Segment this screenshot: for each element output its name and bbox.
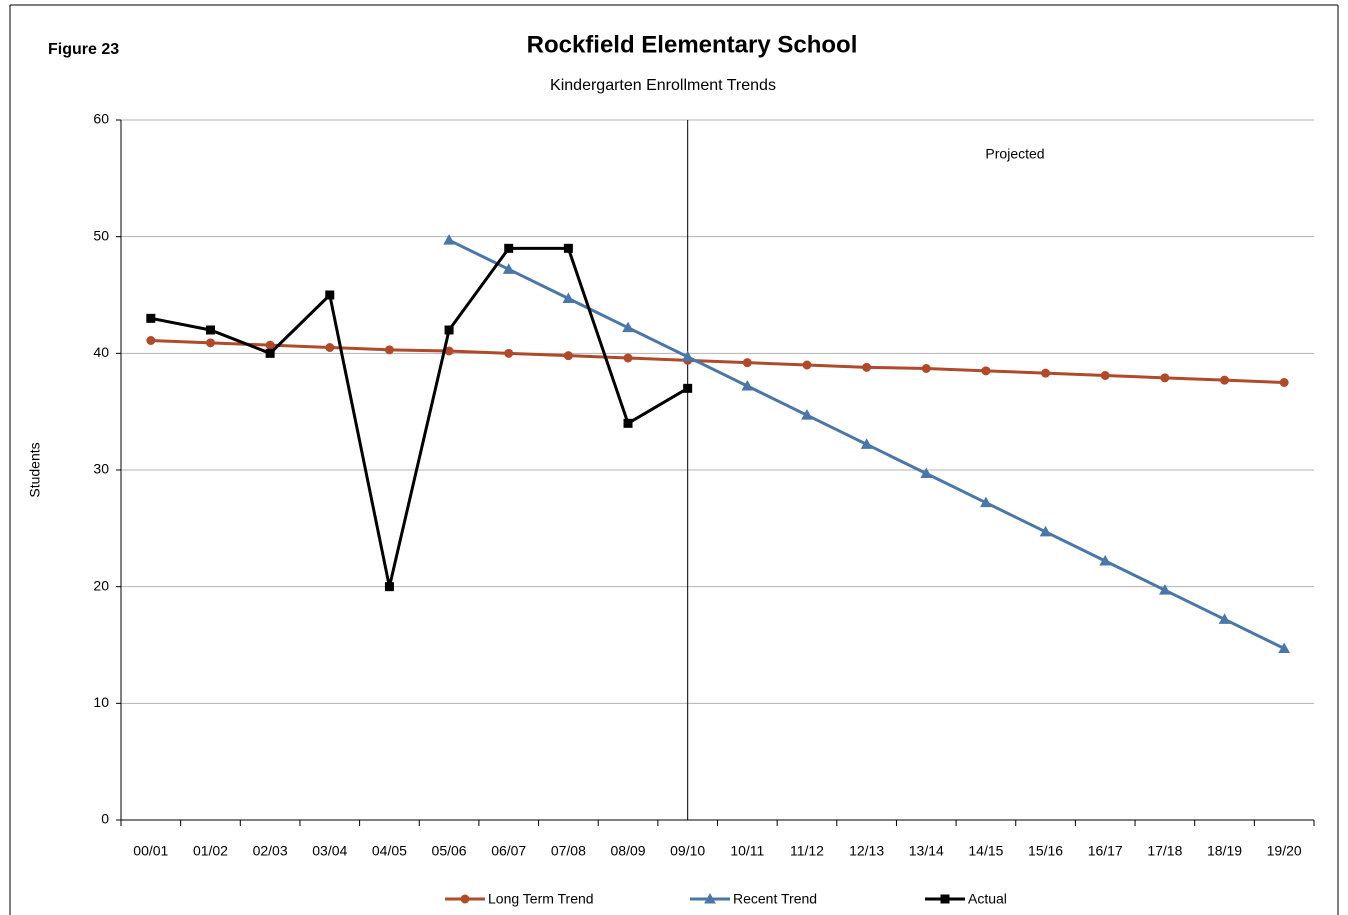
data-point	[205, 325, 215, 335]
x-tick-label: 07/08	[551, 843, 586, 859]
chart-subtitle: Kindergarten Enrollment Trends	[550, 77, 776, 94]
data-point	[980, 496, 992, 508]
data-point	[1159, 584, 1171, 595]
data-point	[981, 366, 991, 376]
legend-marker	[940, 894, 950, 904]
x-tick-label: 02/03	[253, 843, 288, 859]
data-point	[502, 263, 515, 274]
data-point	[1100, 371, 1110, 380]
data-point	[146, 336, 156, 345]
data-point	[742, 358, 752, 368]
x-tick-label: 16/17	[1088, 843, 1123, 859]
data-point	[265, 348, 275, 358]
x-tick-label: 13/14	[909, 843, 944, 859]
x-tick-label: 17/18	[1147, 843, 1182, 859]
data-point	[681, 350, 694, 362]
y-tick-label: 20	[93, 577, 109, 593]
legend-label: Actual	[968, 891, 1007, 907]
data-point	[1041, 368, 1051, 378]
data-point	[325, 290, 335, 300]
y-tick-label: 0	[101, 811, 109, 827]
x-tick-label: 03/04	[312, 843, 347, 859]
x-tick-label: 18/19	[1207, 843, 1242, 859]
data-point	[146, 313, 156, 323]
chart-title: Rockfield Elementary School	[527, 31, 858, 58]
x-tick-label: 09/10	[670, 843, 705, 859]
legend-label: Recent Trend	[733, 891, 817, 907]
data-point	[504, 243, 514, 253]
x-tick-label: 08/09	[611, 843, 646, 859]
data-point	[683, 383, 693, 393]
data-point	[443, 234, 455, 245]
data-point	[325, 343, 335, 352]
y-tick-label: 30	[93, 461, 109, 477]
data-point	[802, 360, 812, 370]
x-tick-label: 11/12	[790, 843, 824, 859]
figure-label: Figure 23	[48, 41, 119, 58]
data-point	[1218, 613, 1231, 624]
data-point	[860, 438, 873, 449]
legend-marker	[704, 892, 716, 904]
data-point	[622, 321, 634, 333]
legend-label: Long Term Trend	[488, 891, 594, 907]
data-point	[384, 345, 394, 355]
x-tick-label: 12/13	[849, 843, 884, 859]
data-point	[1099, 554, 1112, 566]
y-tick-label: 10	[93, 694, 109, 710]
data-point	[205, 338, 215, 348]
series-line	[150, 246, 689, 588]
data-point	[563, 351, 573, 361]
series-line	[150, 339, 1285, 384]
data-point	[801, 409, 813, 420]
data-point	[384, 582, 394, 592]
x-tick-label: 10/11	[730, 843, 764, 859]
data-point	[1220, 375, 1230, 385]
data-point	[265, 340, 275, 350]
y-tick-label: 60	[93, 111, 109, 127]
data-point	[623, 353, 633, 363]
data-point	[862, 362, 872, 372]
x-tick-label: 01/02	[193, 843, 228, 859]
data-point	[921, 364, 931, 373]
x-tick-label: 00/01	[133, 843, 168, 859]
data-point	[444, 325, 454, 335]
x-tick-label: 19/20	[1267, 843, 1302, 859]
data-point	[623, 418, 633, 428]
x-tick-label: 04/05	[372, 843, 407, 859]
data-point	[1279, 378, 1289, 387]
legend-marker	[460, 894, 470, 904]
data-point	[563, 243, 573, 253]
data-point	[504, 348, 514, 358]
data-point	[920, 467, 933, 478]
data-point	[741, 379, 754, 391]
data-point	[1160, 373, 1170, 383]
x-tick-label: 05/06	[432, 843, 467, 859]
x-tick-label: 15/16	[1028, 843, 1063, 859]
data-point	[1039, 525, 1052, 537]
x-tick-label: 14/15	[968, 843, 1003, 859]
y-tick-label: 40	[93, 344, 109, 360]
data-point	[1278, 642, 1291, 653]
x-tick-label: 06/07	[491, 843, 526, 859]
annotation: Projected	[985, 146, 1044, 162]
y-tick-label: 50	[93, 227, 109, 243]
data-point	[562, 292, 575, 303]
y-axis-label: Students	[27, 442, 43, 497]
